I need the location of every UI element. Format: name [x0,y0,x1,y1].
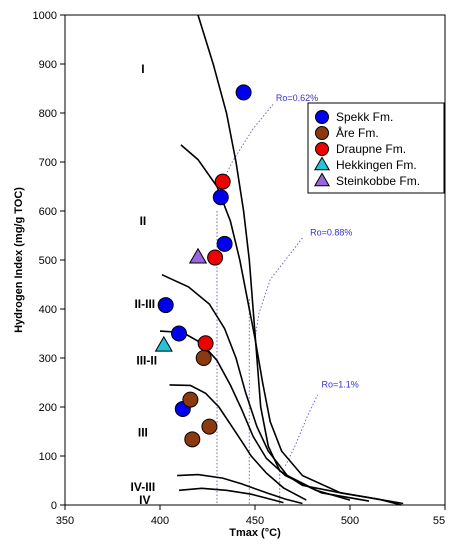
data-point [216,235,233,252]
x-tick-label: 55 [433,515,445,527]
axes: 0 100 200 300 400 500 600 700 800 900 1000 350 400 45… [33,10,446,527]
legend-marker [313,172,331,187]
data-point [212,189,229,206]
legend-label: Spekk Fm. [336,110,393,124]
kerogen-type-label: IV-III [131,480,156,494]
data-points [154,84,252,448]
plot-area [64,14,446,506]
data-point [195,350,212,366]
y-tick-label: 1000 [33,10,57,22]
ro-leader [222,102,275,182]
legend-box [307,102,445,194]
kerogen-type-label: III [138,425,148,439]
y-tick-label: 200 [39,402,57,414]
data-point [188,247,208,264]
y-tick-label: 900 [39,59,57,71]
y-tick-label: 0 [51,500,57,512]
legend-marker [315,126,329,140]
kerogen-boundary-curve [197,14,402,506]
legend: Spekk Fm.Åre Fm. Draupne Fm. Hekkingen Fm.… [307,102,445,194]
y-tick-label: 500 [39,255,57,267]
legend-label: Draupne Fm. [336,142,406,156]
y-tick-label: 700 [39,157,57,169]
data-point [184,431,201,448]
legend-label: Åre Fm. [336,125,379,140]
y-tick-label: 600 [39,206,57,218]
x-tick-label: 450 [246,515,264,527]
kerogen-boundary-curve [169,384,307,501]
y-tick-label: 100 [39,451,57,463]
data-point [157,297,174,314]
kerogen-type-label: III-II [136,353,157,367]
kerogen-type-label: I [141,62,144,76]
ro-leader [254,237,303,339]
legend-marker [313,156,331,171]
y-tick-label: 300 [39,353,57,365]
data-point [235,84,252,101]
data-point [214,173,231,190]
kerogen-type-label: IV [139,493,150,507]
data-point [171,325,187,342]
data-point [207,249,224,266]
ro-label: Ro=0.62% [276,93,318,103]
legend-label: Steinkobbe Fm. [336,174,420,188]
kerogen-boundary-curve [159,330,351,501]
x-tick-label: 400 [151,515,169,527]
data-point [201,418,218,435]
kerogen-boundary-curve [177,473,303,505]
x-tick-label: 500 [341,515,359,527]
kerogen-type-label: II-III [134,297,155,311]
y-tick-label: 800 [39,108,57,120]
legend-marker [315,110,329,124]
data-point [182,391,199,408]
ro-label: Ro=1.1% [322,379,359,389]
legend-label: Hekkingen Fm. [336,158,417,172]
plot-frame [64,14,446,506]
x-tick-label: 350 [56,515,74,527]
ro-label: Ro=0.88% [310,228,352,238]
data-point [197,335,214,352]
kerogen-type-label: II [140,214,147,228]
data-point [154,335,173,352]
y-axis-title: Hydrogen Index (mg/g TOC) [13,187,25,333]
y-tick-label: 400 [39,304,57,316]
x-axis-title: Tmax (°C) [229,527,281,539]
ro-leader [284,394,319,467]
kerogen-boundary-curve [178,487,284,504]
legend-marker [315,142,329,156]
